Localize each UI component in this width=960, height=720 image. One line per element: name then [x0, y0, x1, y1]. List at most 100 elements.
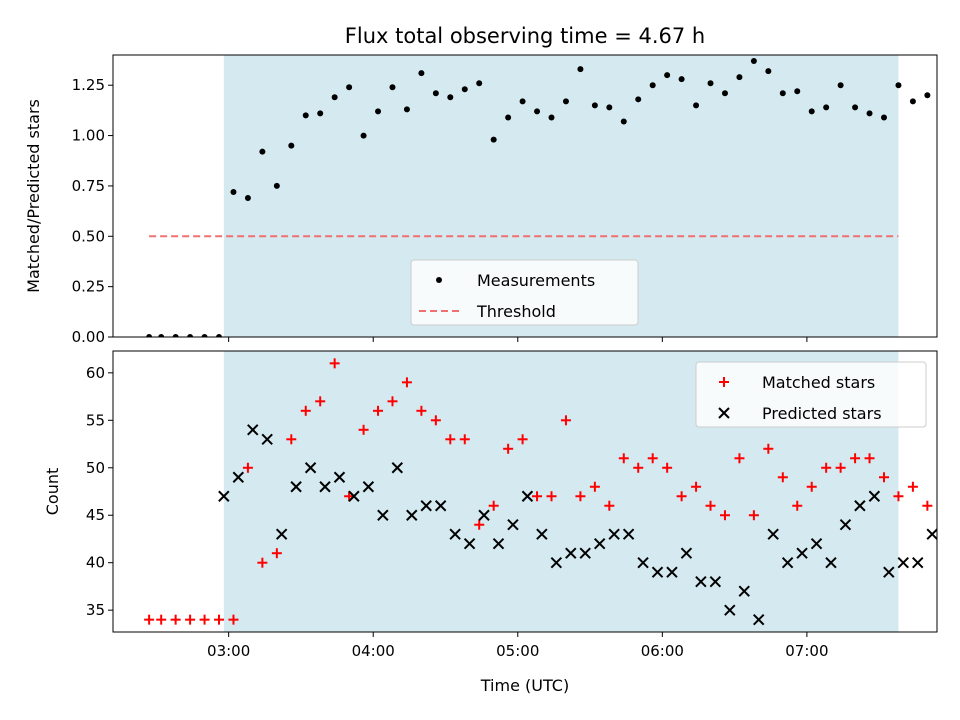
top-y-axis-label: Matched/Predicted stars — [24, 99, 43, 293]
matched-star-point — [662, 462, 673, 473]
predicted-star-point — [608, 528, 620, 540]
measurement-point — [534, 108, 541, 115]
measurement-point — [273, 182, 280, 189]
measurement-point — [765, 68, 772, 75]
legend-marker — [719, 377, 729, 387]
legend-label: Threshold — [476, 302, 556, 321]
measurement-point — [736, 74, 743, 81]
matched-star-point — [228, 614, 239, 625]
predicted-star-point — [810, 538, 823, 550]
measurement-point — [635, 96, 642, 103]
measurement-point — [693, 102, 700, 109]
matched-star-point — [864, 453, 875, 464]
measurement-point — [230, 188, 237, 195]
measurement-point — [953, 123, 959, 129]
top-series-group — [146, 58, 959, 337]
y-tick-label: 60 — [86, 364, 105, 382]
measurement-point — [866, 110, 873, 117]
matched-star-point — [951, 482, 960, 492]
matched-star-point — [748, 510, 759, 521]
measurement-point — [302, 112, 309, 119]
matched-star-point — [257, 557, 268, 568]
measurement-point — [447, 94, 454, 101]
predicted-star-point — [362, 481, 375, 493]
measurement-point — [808, 108, 815, 115]
predicted-star-point — [377, 509, 389, 521]
predicted-star-point — [247, 424, 259, 436]
measurement-point — [331, 94, 338, 101]
matched-star-point — [676, 491, 687, 502]
measurement-point — [476, 80, 483, 87]
measurement-point — [606, 104, 613, 111]
predicted-star-point — [651, 566, 664, 578]
predicted-star-point — [926, 528, 937, 540]
predicted-star-point — [753, 613, 765, 626]
measurement-point — [823, 104, 830, 111]
predicted-star-point — [912, 556, 924, 569]
predicted-star-point — [492, 538, 505, 550]
matched-star-point — [416, 405, 427, 416]
predicted-star-point — [839, 519, 852, 531]
predicted-star-point — [709, 575, 722, 588]
predicted-star-point — [637, 556, 649, 569]
matched-star-point — [445, 434, 456, 445]
x-tick-label: 07:00 — [785, 642, 828, 660]
matched-star-point — [560, 415, 571, 426]
top-y-ticks: 0.00 0.25 0.50 0.75 1.00 1.25 — [72, 76, 113, 346]
measurement-point — [577, 66, 584, 73]
measurement-point — [664, 72, 671, 79]
measurement-point — [649, 82, 656, 89]
matched-star-point — [850, 453, 861, 464]
legend-marker — [718, 407, 730, 419]
matched-star-point — [532, 491, 543, 502]
predicted-star-point — [724, 604, 736, 616]
predicted-star-point — [695, 575, 707, 588]
predicted-star-point — [261, 433, 273, 445]
predicted-star-point — [579, 547, 591, 559]
legend-label: Matched stars — [762, 373, 875, 392]
x-tick-label: 03:00 — [207, 642, 250, 660]
y-tick-label: 40 — [86, 554, 105, 572]
measurement-point — [259, 148, 266, 155]
matched-star-point — [517, 434, 528, 445]
y-tick-label: 1.25 — [72, 76, 105, 94]
top-axes-frame — [112, 54, 938, 338]
measurement-point — [909, 98, 916, 105]
predicted-star-point — [781, 556, 794, 569]
y-tick-label: 55 — [86, 411, 105, 429]
predicted-star-point — [449, 528, 461, 540]
matched-star-point — [488, 500, 499, 511]
matched-star-point — [459, 434, 470, 445]
y-tick-label: 50 — [86, 459, 105, 477]
y-tick-label: 0.75 — [72, 177, 105, 195]
predicted-star-point — [854, 500, 866, 512]
predicted-star-point — [406, 509, 418, 521]
measurement-point — [244, 195, 251, 202]
measurement-point — [389, 84, 396, 91]
y-tick-label: 1.00 — [72, 127, 105, 145]
predicted-star-point — [738, 585, 750, 597]
top-legend: Measurements Threshold — [410, 259, 639, 326]
legend-box — [410, 259, 639, 326]
measurement-point — [620, 118, 627, 125]
measurement-point — [678, 76, 685, 83]
matched-star-point — [734, 453, 745, 464]
bottom-panel: 35 40 45 50 55 60 03:00 04:00 05:00 06:00 07:00 C… — [43, 350, 960, 695]
matched-star-point — [358, 424, 369, 435]
matched-star-point — [156, 614, 167, 625]
bottom-series-group — [144, 358, 960, 626]
matched-star-point — [373, 405, 384, 416]
measurement-point — [505, 114, 512, 121]
matched-star-point — [546, 491, 557, 502]
measurement-point — [750, 58, 757, 65]
matched-star-point — [199, 614, 210, 625]
predicted-star-point — [536, 528, 548, 540]
predicted-star-point — [420, 500, 432, 512]
matched-star-point — [705, 500, 716, 511]
predicted-star-point — [348, 490, 360, 502]
matched-star-point — [170, 614, 181, 625]
top-x-ticks — [228, 337, 808, 342]
measurement-point — [707, 80, 714, 87]
matched-star-point — [300, 405, 311, 416]
bottom-y-ticks: 35 40 45 50 55 60 — [86, 364, 113, 619]
